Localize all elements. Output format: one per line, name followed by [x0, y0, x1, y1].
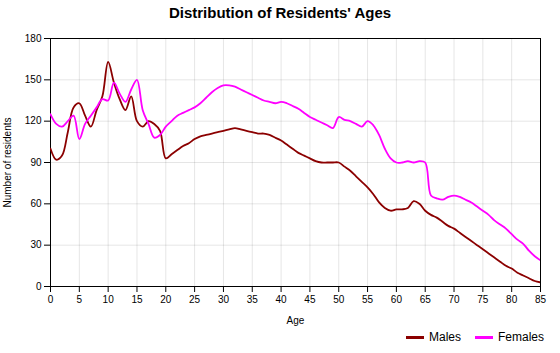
svg-text:70: 70 [448, 294, 460, 305]
html-text:Males: Males [429, 330, 461, 344]
svg-text:30: 30 [30, 239, 42, 250]
svg-text:0: 0 [48, 294, 54, 305]
svg-text:150: 150 [25, 74, 42, 85]
svg-text:10: 10 [103, 294, 115, 305]
svg-text:0: 0 [36, 281, 42, 292]
svg-text:60: 60 [391, 294, 403, 305]
svg-text:60: 60 [30, 198, 42, 209]
svg-text:25: 25 [189, 294, 201, 305]
svg-text:55: 55 [362, 294, 374, 305]
svg-text:50: 50 [333, 294, 345, 305]
svg-text:20: 20 [160, 294, 172, 305]
svg-text:120: 120 [25, 115, 42, 126]
svg-text:30: 30 [218, 294, 230, 305]
html-text:Distribution of Residents' Age: Distribution of Residents' Ages [168, 4, 392, 21]
svg-text:15: 15 [131, 294, 143, 305]
svg-text:65: 65 [420, 294, 432, 305]
svg-text:80: 80 [506, 294, 518, 305]
svg-text:90: 90 [30, 157, 42, 168]
svg-text:40: 40 [276, 294, 288, 305]
html-text:Females: Females [498, 330, 544, 344]
svg-text:85: 85 [535, 294, 547, 305]
svg-text:45: 45 [304, 294, 316, 305]
svg-text:Number of residents: Number of residents [2, 117, 13, 207]
svg-text:5: 5 [77, 294, 83, 305]
svg-text:75: 75 [477, 294, 489, 305]
svg-text:Age: Age [287, 315, 305, 326]
svg-text:180: 180 [25, 33, 42, 44]
svg-text:35: 35 [247, 294, 259, 305]
